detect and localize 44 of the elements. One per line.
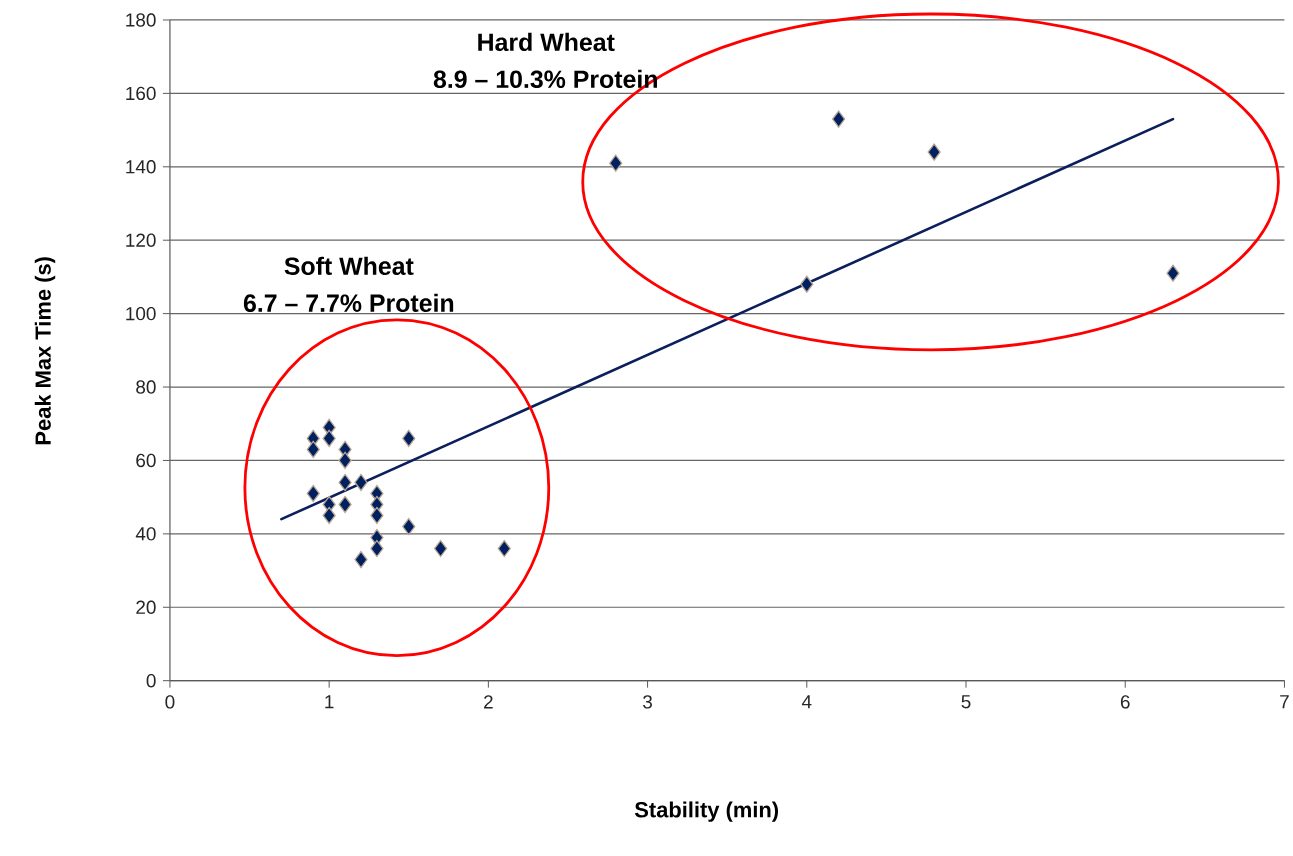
point bbox=[402, 518, 416, 536]
y-tick-label: 180 bbox=[126, 13, 156, 27]
y-tick-label: 100 bbox=[126, 307, 156, 321]
annotation: 8.9 – 10.3% Protein bbox=[433, 69, 657, 89]
point bbox=[370, 507, 384, 525]
y-tick-label: 160 bbox=[126, 86, 156, 101]
x-tick-label: 4 bbox=[801, 695, 812, 709]
annotation: 6.7 – 7.7% Protein bbox=[243, 293, 454, 313]
point bbox=[800, 275, 814, 294]
point bbox=[354, 474, 368, 492]
x-tick-label: 6 bbox=[1120, 695, 1130, 709]
y-tick-label: 0 bbox=[146, 674, 156, 688]
y-tick-label: 140 bbox=[126, 160, 156, 174]
point bbox=[354, 551, 368, 569]
x-tick-label: 3 bbox=[643, 695, 652, 709]
y-tick-label: 40 bbox=[135, 527, 156, 541]
point bbox=[609, 154, 623, 172]
point bbox=[338, 496, 352, 514]
y-tick-label: 120 bbox=[126, 233, 156, 248]
point bbox=[306, 440, 320, 459]
point bbox=[1166, 264, 1180, 283]
point bbox=[322, 507, 336, 525]
point bbox=[338, 451, 352, 470]
point bbox=[338, 474, 352, 492]
point bbox=[927, 143, 941, 161]
annotation: Soft Wheat bbox=[284, 256, 414, 276]
y-tick-label: 80 bbox=[136, 380, 156, 394]
x-tick-label: 0 bbox=[165, 695, 175, 709]
y-tick-label: 60 bbox=[136, 453, 156, 468]
point bbox=[433, 540, 448, 558]
annotation: Hard Wheat bbox=[478, 33, 615, 52]
point bbox=[831, 110, 846, 128]
x-tick-label: 1 bbox=[325, 695, 334, 709]
point bbox=[322, 429, 336, 448]
point bbox=[370, 540, 384, 558]
x-axis-title: Stability (min) bbox=[634, 801, 779, 823]
y-axis-title: Peak Max Time (s) bbox=[34, 257, 56, 445]
x-tick-label: 2 bbox=[484, 695, 493, 709]
x-tick-label: 5 bbox=[961, 695, 971, 709]
point bbox=[402, 429, 416, 448]
x-tick-label: 7 bbox=[1280, 695, 1289, 709]
y-tick-label: 20 bbox=[136, 600, 156, 615]
point bbox=[497, 540, 511, 558]
point bbox=[306, 485, 320, 503]
